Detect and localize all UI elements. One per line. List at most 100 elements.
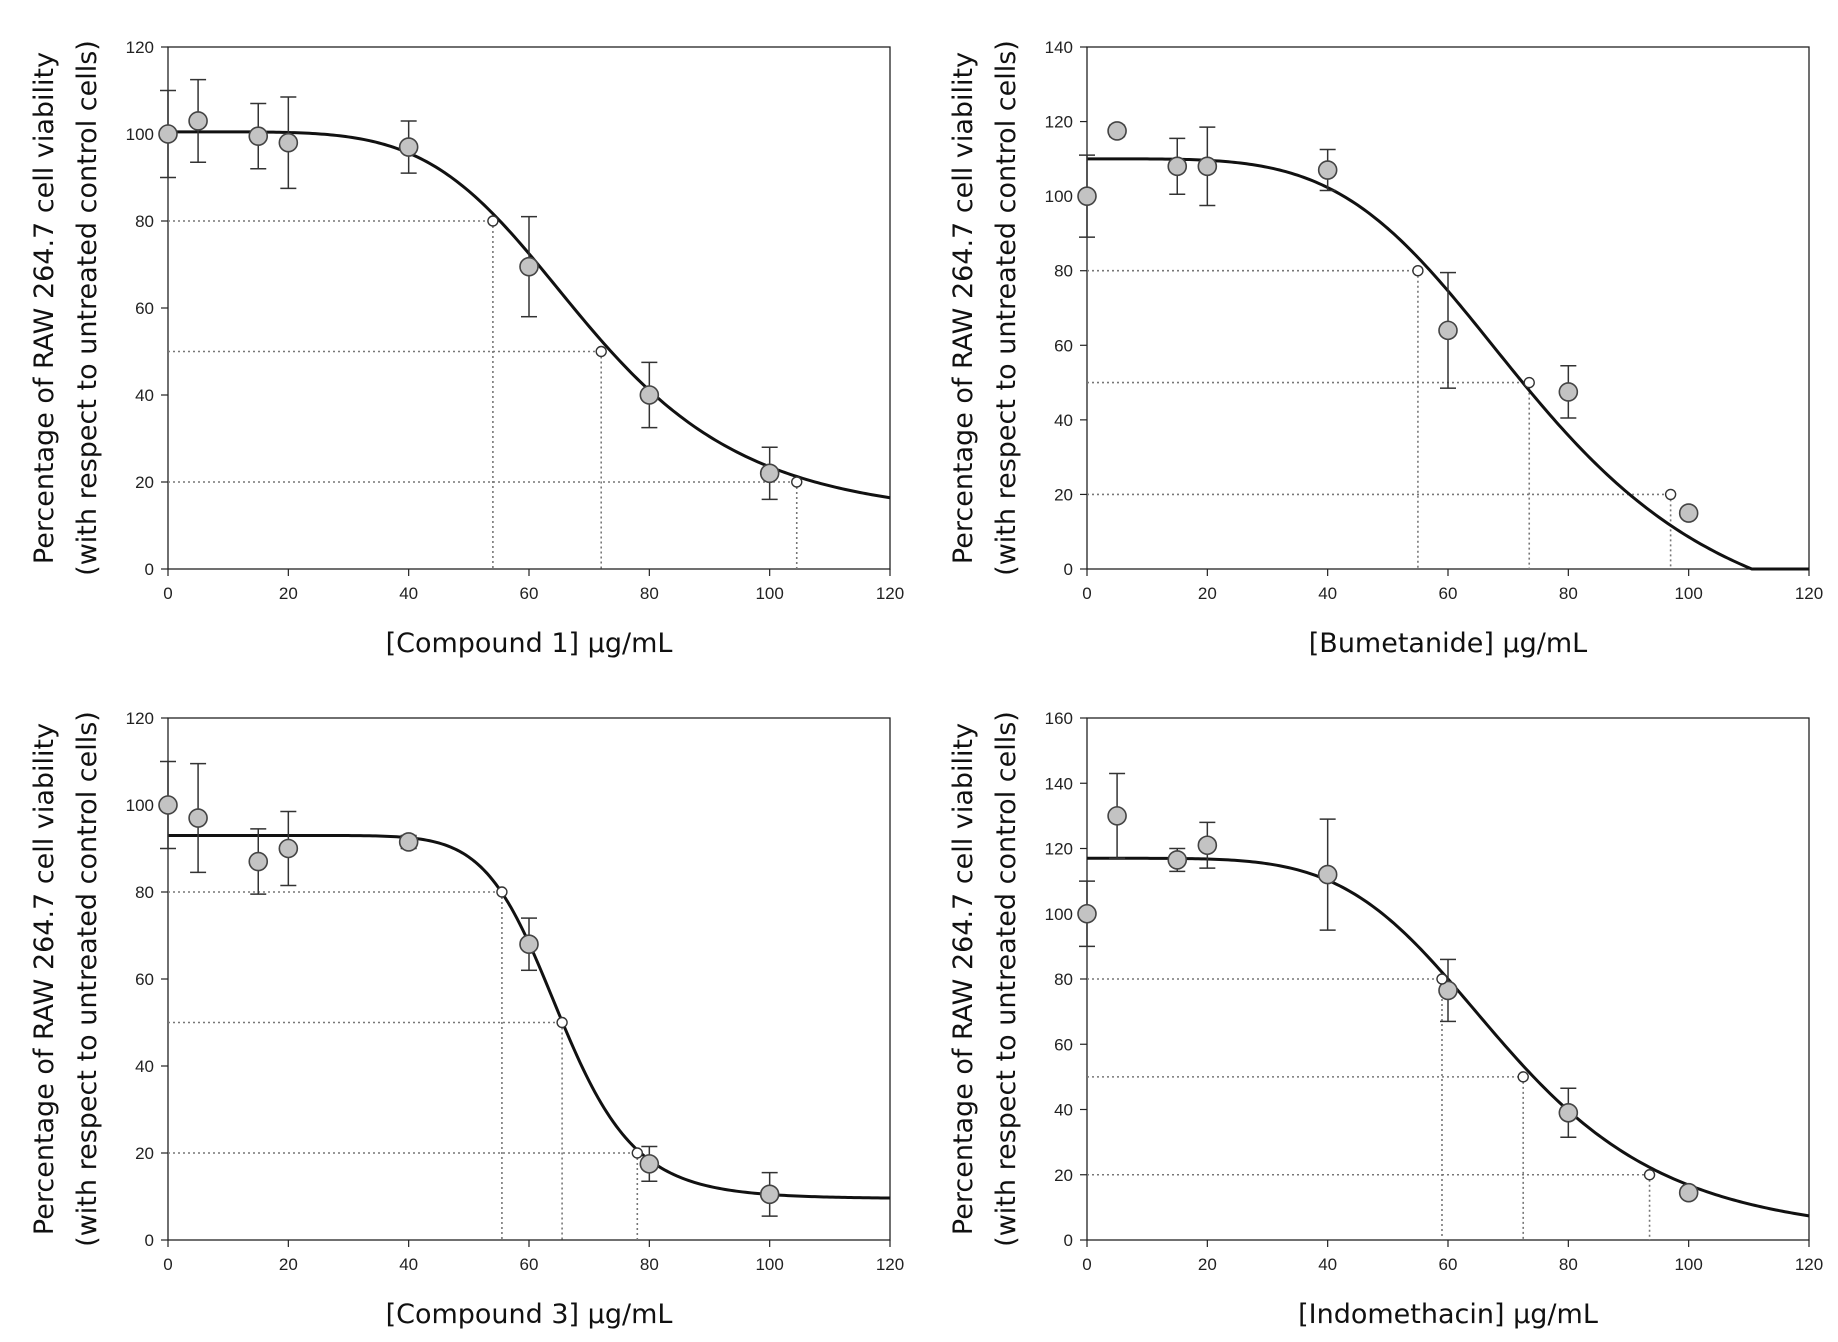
data-point	[158, 795, 178, 815]
data-point	[1558, 1102, 1579, 1123]
y-tick-label: 0	[1064, 560, 1073, 579]
data-point	[278, 132, 299, 153]
data-point	[1317, 160, 1338, 180]
y-axis-label-line-1: Percentage of RAW 264.7 cell viability	[948, 52, 979, 564]
x-axis-label: [Compound 1] μg/mL	[386, 628, 673, 659]
x-tick-label: 100	[755, 1255, 783, 1274]
x-tick-label: 20	[279, 1255, 298, 1274]
curve-marker	[791, 476, 803, 488]
x-tick-label: 60	[1439, 1255, 1458, 1274]
data-point	[1558, 382, 1579, 402]
data-point	[1167, 156, 1188, 177]
x-tick-label: 100	[1674, 584, 1702, 603]
data-point	[1107, 121, 1127, 141]
data-point	[158, 124, 178, 144]
data-point	[398, 832, 419, 852]
x-tick-label: 0	[163, 584, 172, 603]
y-tick-label: 160	[1045, 709, 1073, 728]
curve-marker	[496, 886, 508, 898]
x-tick-label: 0	[1082, 1255, 1091, 1274]
x-tick-label: 120	[876, 584, 904, 603]
y-axis-label-line-2: (with respect to untreated control cells…	[991, 40, 1022, 576]
y-tick-label: 20	[135, 473, 154, 492]
data-point	[759, 1184, 780, 1205]
y-tick-label: 40	[135, 1057, 154, 1076]
y-tick-label: 40	[135, 386, 154, 405]
x-tick-label: 80	[1559, 584, 1578, 603]
x-tick-label: 0	[1082, 584, 1091, 603]
data-point	[1317, 864, 1338, 885]
y-tick-label: 120	[1045, 113, 1073, 132]
y-tick-label: 80	[135, 883, 154, 902]
y-tick-label: 20	[135, 1144, 154, 1163]
curve-marker	[631, 1147, 643, 1159]
y-axis-label-line-2: (with respect to untreated control cells…	[72, 40, 103, 576]
y-tick-label: 0	[145, 1231, 154, 1250]
curve-marker	[595, 345, 607, 358]
y-tick-label: 80	[135, 212, 154, 231]
y-tick-label: 20	[1054, 485, 1073, 504]
x-tick-label: 20	[279, 584, 298, 603]
curve-marker	[1412, 265, 1424, 277]
x-tick-label: 80	[1559, 1255, 1578, 1274]
x-tick-label: 120	[876, 1255, 904, 1274]
data-point	[1197, 835, 1218, 856]
data-point	[639, 1154, 660, 1174]
data-point	[1678, 503, 1699, 523]
y-tick-label: 60	[1054, 336, 1073, 355]
y-tick-label: 140	[1045, 774, 1073, 793]
curve-marker	[1436, 973, 1448, 985]
y-tick-label: 140	[1045, 38, 1073, 57]
data-point	[248, 851, 269, 872]
x-tick-label: 20	[1198, 584, 1217, 603]
data-point	[1197, 156, 1218, 177]
curve-marker	[556, 1016, 568, 1029]
fit-curve	[1087, 856, 1810, 1218]
y-tick-label: 100	[126, 796, 154, 815]
chart-compound-1: [Compound 1] μg/mL Percentage of RAW 264…	[29, 38, 904, 659]
y-axis-label-line-2: (with respect to untreated control cells…	[991, 711, 1022, 1247]
y-tick-label: 60	[135, 299, 154, 318]
y-tick-label: 40	[1054, 411, 1073, 430]
x-tick-label: 20	[1198, 1255, 1217, 1274]
y-tick-label: 120	[126, 709, 154, 728]
data-point	[248, 126, 269, 146]
y-tick-label: 80	[1054, 970, 1073, 989]
data-point	[1438, 980, 1458, 1001]
data-point	[1077, 186, 1097, 206]
x-tick-label: 120	[1795, 1255, 1823, 1274]
y-tick-label: 40	[1054, 1101, 1073, 1120]
x-axis-label: [Indomethacin] μg/mL	[1298, 1299, 1598, 1330]
y-axis-label-line-1: Percentage of RAW 264.7 cell viability	[29, 723, 60, 1235]
curve-marker	[1664, 488, 1677, 501]
x-tick-label: 80	[640, 1255, 659, 1274]
x-tick-label: 80	[640, 584, 659, 603]
x-tick-label: 0	[163, 1255, 172, 1274]
x-tick-label: 40	[399, 1255, 418, 1274]
y-tick-label: 100	[126, 125, 154, 144]
x-tick-label: 60	[520, 584, 539, 603]
x-tick-label: 40	[399, 584, 418, 603]
y-axis-label-line-1: Percentage of RAW 264.7 cell viability	[948, 723, 979, 1235]
y-tick-label: 80	[1054, 262, 1073, 281]
data-point	[519, 934, 539, 955]
x-tick-label: 120	[1795, 584, 1823, 603]
data-point	[1077, 903, 1097, 924]
data-point	[398, 137, 419, 157]
y-tick-label: 60	[1054, 1035, 1073, 1054]
y-axis-label-line-2: (with respect to untreated control cells…	[72, 711, 103, 1247]
data-point	[759, 463, 780, 484]
y-tick-label: 20	[1054, 1166, 1073, 1185]
fit-curve	[168, 833, 891, 1200]
data-point	[188, 808, 208, 828]
y-tick-label: 0	[145, 560, 154, 579]
x-tick-label: 60	[520, 1255, 539, 1274]
x-tick-label: 40	[1318, 1255, 1337, 1274]
x-tick-label: 100	[1674, 1255, 1702, 1274]
curve-marker	[1517, 1071, 1529, 1083]
y-axis-label-line-1: Percentage of RAW 264.7 cell viability	[29, 52, 60, 564]
y-tick-label: 100	[1045, 905, 1073, 924]
x-axis-label: [Bumetanide] μg/mL	[1309, 628, 1587, 659]
data-point	[1167, 850, 1188, 870]
